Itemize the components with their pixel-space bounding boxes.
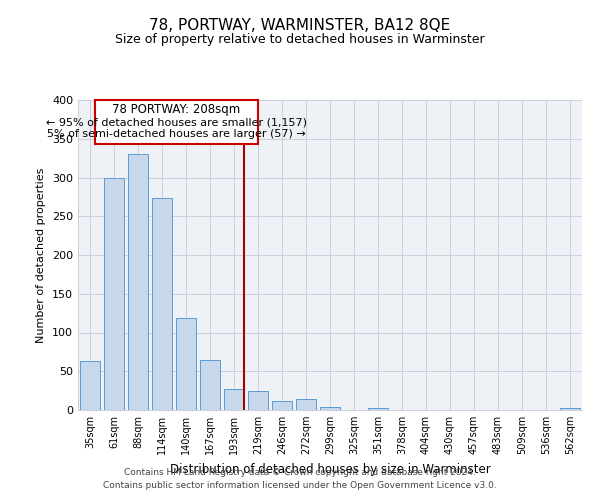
Bar (560, 408, 580, 410)
Text: 78 PORTWAY: 208sqm: 78 PORTWAY: 208sqm (112, 103, 241, 116)
Bar (368, 408, 388, 410)
Bar (224, 389, 244, 410)
Bar (248, 390, 268, 410)
Bar (272, 400, 292, 410)
FancyBboxPatch shape (95, 100, 258, 144)
Bar (128, 154, 148, 410)
Bar (80, 361, 100, 410)
Bar (296, 399, 316, 410)
Bar (152, 198, 172, 410)
Bar (176, 318, 196, 410)
X-axis label: Distribution of detached houses by size in Warminster: Distribution of detached houses by size … (170, 462, 490, 475)
Text: ← 95% of detached houses are smaller (1,157): ← 95% of detached houses are smaller (1,… (46, 117, 307, 127)
Text: Size of property relative to detached houses in Warminster: Size of property relative to detached ho… (115, 32, 485, 46)
Text: Contains HM Land Registry data © Crown copyright and database right 2024.
Contai: Contains HM Land Registry data © Crown c… (103, 468, 497, 490)
Y-axis label: Number of detached properties: Number of detached properties (37, 168, 46, 342)
Bar (104, 178, 124, 410)
Bar (200, 360, 220, 410)
Text: 78, PORTWAY, WARMINSTER, BA12 8QE: 78, PORTWAY, WARMINSTER, BA12 8QE (149, 18, 451, 32)
Bar (320, 407, 340, 410)
Text: 5% of semi-detached houses are larger (57) →: 5% of semi-detached houses are larger (5… (47, 130, 306, 140)
